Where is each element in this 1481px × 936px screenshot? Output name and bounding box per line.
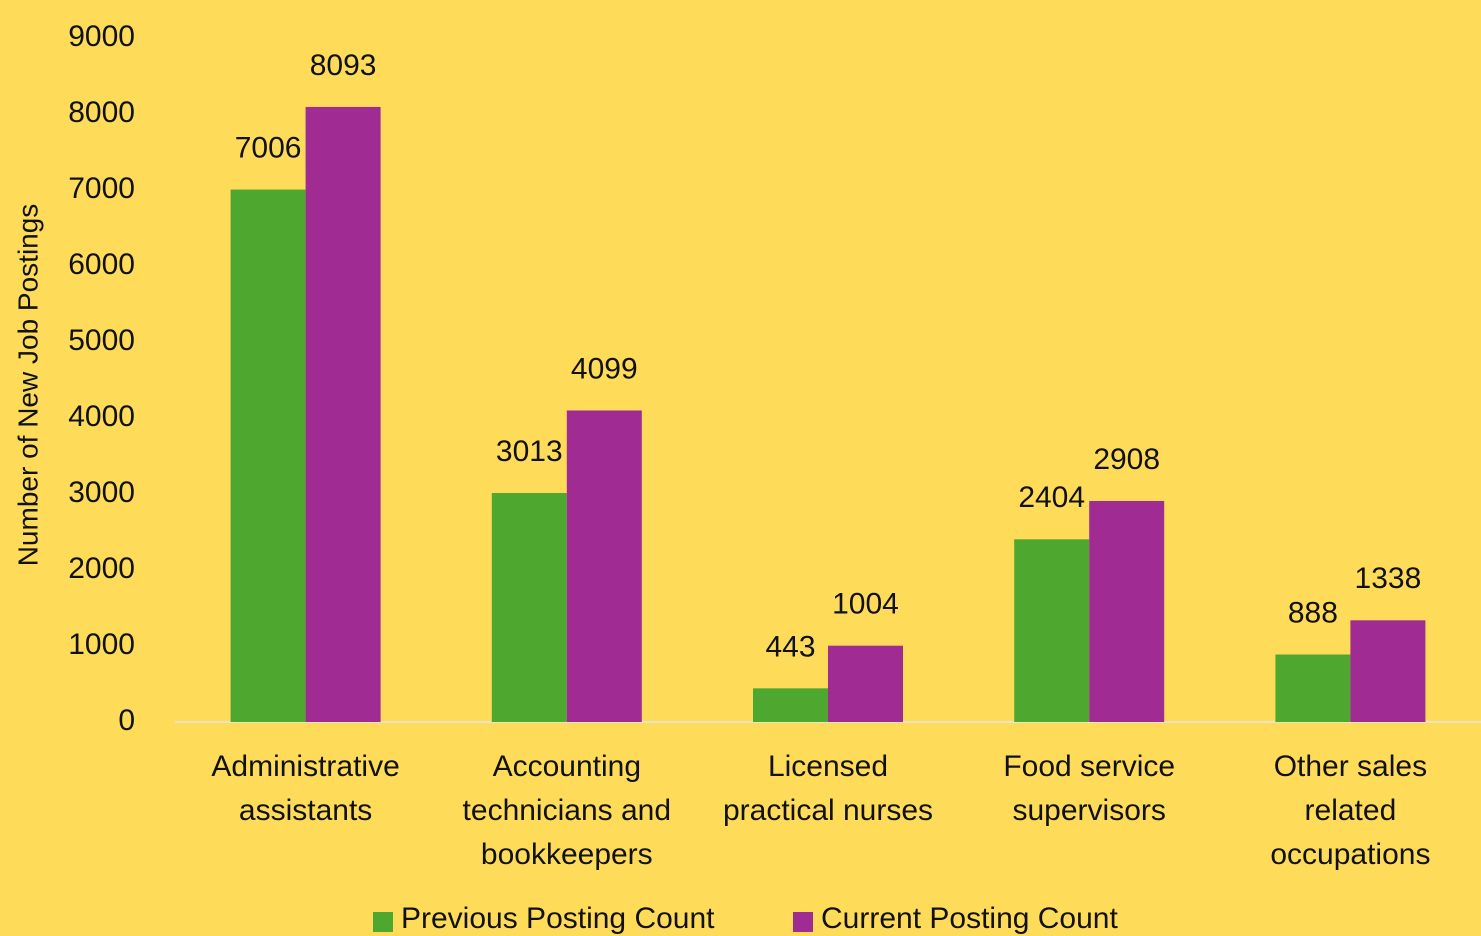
y-tick-label: 3000 [68,476,135,509]
bar [1089,500,1165,722]
bar [1275,654,1351,722]
legend-label: Previous Posting Count [401,902,715,935]
y-tick-label: 6000 [68,248,135,281]
y-tick-label: 7000 [68,172,135,205]
bar [753,688,828,722]
data-label: 1338 [1355,562,1422,595]
x-tick-label: Administrative assistants [211,750,399,827]
data-label: 2908 [1093,443,1160,476]
bar [305,106,381,722]
x-tick-label: Licensed practical nurses [723,750,933,827]
legend-label: Current Posting Count [821,902,1118,935]
bar [828,645,903,722]
data-label: 2404 [1018,481,1085,514]
data-label: 8093 [310,49,377,82]
data-label: 888 [1288,596,1338,629]
x-tick-label: Food service supervisors [1003,750,1175,827]
bar [1350,620,1426,722]
data-label: 1004 [832,588,899,621]
x-tick-label: Accounting technicians and bookkeepers [463,750,671,871]
y-tick-label: 1000 [68,628,135,661]
y-tick-label: 2000 [68,552,135,585]
y-tick-label: 4000 [68,400,135,433]
x-tick-label: Other sales related occupations [1270,750,1430,871]
data-label: 443 [765,630,815,663]
y-tick-label: 0 [118,704,135,737]
data-label: 4099 [571,352,638,385]
y-axis-title: Number of New Job Postings [12,204,43,567]
bar [491,493,567,722]
y-tick-label: 5000 [68,324,135,357]
bar [1014,539,1090,722]
data-label: 7006 [235,131,302,164]
bar [566,410,642,722]
data-label: 3013 [496,435,563,468]
bar [230,189,306,722]
legend-swatch [793,912,813,932]
y-tick-label: 9000 [68,20,135,53]
legend-swatch [373,912,393,932]
y-tick-label: 8000 [68,96,135,129]
